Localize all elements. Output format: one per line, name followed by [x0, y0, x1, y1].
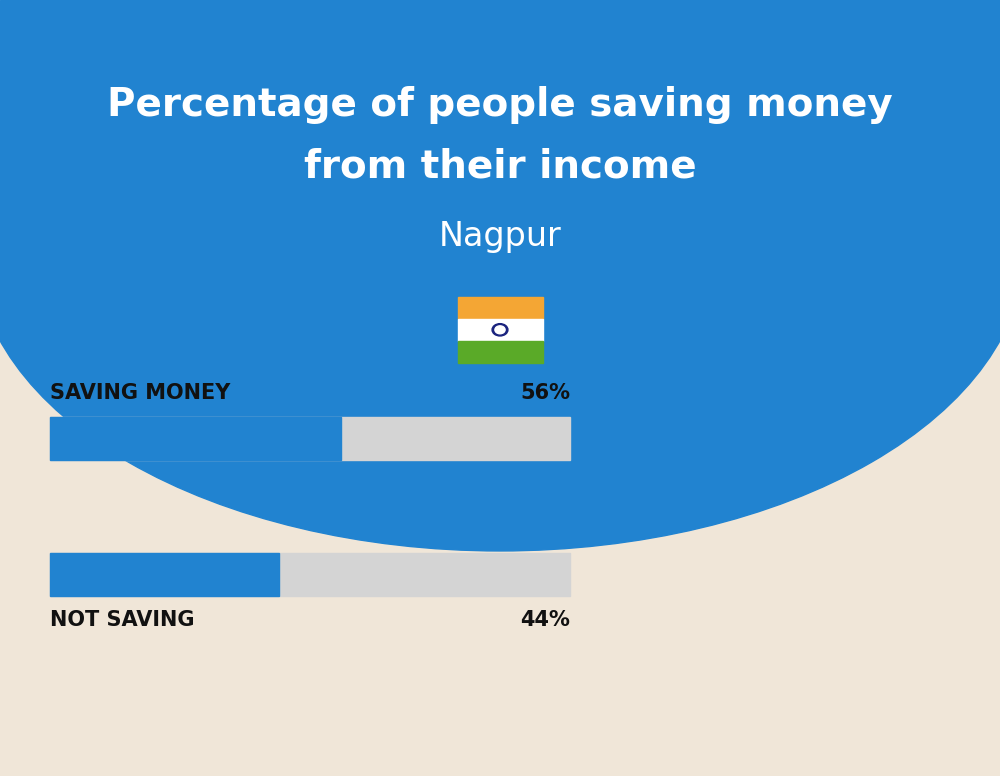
Text: 44%: 44%: [520, 610, 570, 629]
Text: SAVING MONEY: SAVING MONEY: [50, 383, 230, 404]
Text: from their income: from their income: [304, 148, 696, 185]
Text: Percentage of people saving money: Percentage of people saving money: [107, 86, 893, 123]
Text: NOT SAVING: NOT SAVING: [50, 610, 194, 629]
Text: Nagpur: Nagpur: [439, 220, 561, 253]
Text: 56%: 56%: [520, 383, 570, 404]
